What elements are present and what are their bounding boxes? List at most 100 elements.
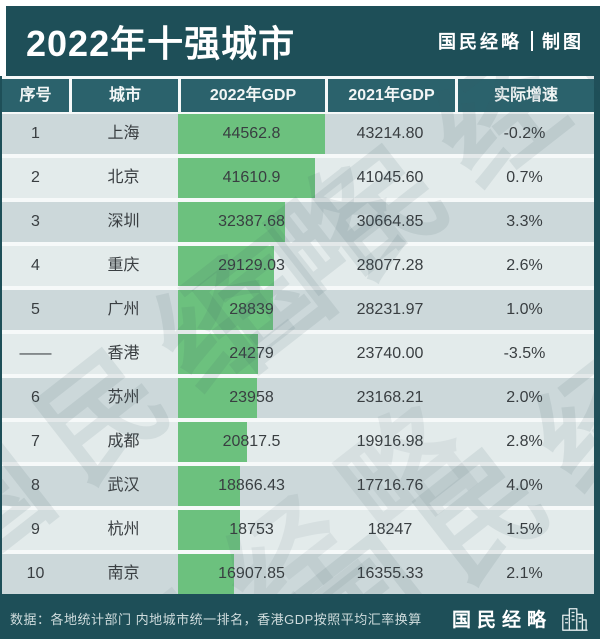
table-row: 6 苏州 23958 23168.21 2.0% [2, 378, 594, 418]
gdp-bar [178, 290, 274, 330]
rank-cell: 4 [31, 257, 40, 274]
rank-cell: 10 [26, 565, 45, 582]
table-row: 2 北京 41610.9 41045.60 0.7% [2, 158, 594, 198]
rank-cell: 5 [31, 301, 40, 318]
gdp-2022-cell: 29129.03 [178, 246, 325, 286]
credit-divider [531, 31, 533, 51]
gdp-2021-cell: 30664.85 [356, 213, 424, 230]
gdp-2022-cell: 16907.85 [178, 554, 325, 594]
gdp-2022-cell: 23958 [178, 378, 325, 418]
city-cell: 武汉 [107, 477, 140, 494]
gdp-2022-value: 18866.43 [218, 477, 285, 494]
footer-brand: 国民经略 [452, 605, 588, 633]
gdp-2022-cell: 41610.9 [178, 158, 325, 198]
footer-bar: 数据：各地统计部门 内地城市统一排名，香港GDP按照平均汇率换算 国民经略 [0, 598, 600, 639]
gdp-2022-cell: 18866.43 [178, 466, 325, 506]
city-cell: 重庆 [107, 257, 140, 274]
table-header-row: 序号 城市 2022年GDP 2021年GDP 实际增速 [2, 79, 594, 112]
rank-cell: 7 [31, 433, 40, 450]
gdp-2021-cell: 28077.28 [356, 257, 424, 274]
city-cell: 香港 [107, 345, 140, 362]
gdp-bar [178, 378, 258, 418]
growth-cell: 2.8% [506, 433, 543, 450]
rank-cell: 3 [31, 213, 40, 230]
gdp-2021-cell: 19916.98 [356, 433, 424, 450]
gdp-bar [178, 510, 240, 550]
gdp-table: 序号 城市 2022年GDP 2021年GDP 实际增速 1 上海 44562.… [0, 76, 600, 598]
city-cell: 成都 [107, 433, 140, 450]
growth-cell: -0.2% [503, 125, 546, 142]
gdp-2022-value: 29129.03 [218, 257, 285, 274]
city-cell: 北京 [107, 169, 140, 186]
table-row: —— 香港 24279 23740.00 -3.5% [2, 334, 594, 374]
rank-cell: 9 [31, 521, 40, 538]
gdp-bar [178, 246, 275, 286]
credit-label: 制图 [542, 32, 584, 53]
credit-brand: 国民经略 [438, 32, 522, 53]
table-row: 1 上海 44562.8 43214.80 -0.2% [2, 114, 594, 154]
city-cell: 苏州 [107, 389, 140, 406]
rank-cell: —— [19, 345, 52, 362]
growth-cell: 1.5% [506, 521, 543, 538]
table-body: 1 上海 44562.8 43214.80 -0.2% 2 北京 41610.9… [2, 114, 594, 594]
footer-brand-name: 国民经略 [451, 609, 552, 631]
gdp-bar [178, 158, 316, 198]
rank-cell: 8 [31, 477, 40, 494]
gdp-bar [178, 554, 234, 594]
header-gdp-2021: 2021年GDP [325, 79, 455, 112]
gdp-2022-cell: 32387.68 [178, 202, 325, 242]
table-row: 9 杭州 18753 18247 1.5% [2, 510, 594, 550]
gdp-2022-value: 24279 [229, 345, 274, 362]
gdp-2021-cell: 18247 [367, 521, 413, 538]
gdp-2022-value: 32387.68 [218, 213, 285, 230]
table-row: 3 深圳 32387.68 30664.85 3.3% [2, 202, 594, 242]
rank-cell: 2 [31, 169, 40, 186]
table-row: 4 重庆 29129.03 28077.28 2.6% [2, 246, 594, 286]
gdp-bar [178, 114, 325, 154]
gdp-2022-cell: 44562.8 [178, 114, 325, 154]
table-row: 5 广州 28839 28231.97 1.0% [2, 290, 594, 330]
gdp-2021-cell: 41045.60 [356, 169, 424, 186]
city-cell: 杭州 [107, 521, 140, 538]
table-row: 7 成都 20817.5 19916.98 2.8% [2, 422, 594, 462]
growth-cell: 0.7% [506, 169, 543, 186]
gdp-2022-value: 18753 [229, 521, 274, 538]
gdp-2022-value: 16907.85 [218, 565, 285, 582]
growth-cell: 2.0% [506, 389, 543, 406]
gdp-bar [178, 422, 247, 462]
table-row: 8 武汉 18866.43 17716.76 4.0% [2, 466, 594, 506]
gdp-2022-value: 20817.5 [222, 433, 281, 450]
gdp-2021-cell: 23168.21 [356, 389, 424, 406]
source-note: 数据：各地统计部门 内地城市统一排名，香港GDP按照平均汇率换算 [10, 609, 422, 628]
gdp-2021-cell: 28231.97 [356, 301, 424, 318]
gdp-2022-cell: 20817.5 [178, 422, 325, 462]
gdp-2021-cell: 17716.76 [356, 477, 424, 494]
city-cell: 深圳 [107, 213, 140, 230]
gdp-bar [178, 202, 285, 242]
gdp-2021-cell: 23740.00 [356, 345, 424, 362]
gdp-2021-cell: 16355.33 [356, 565, 424, 582]
header-rank: 序号 [19, 87, 52, 104]
city-cell: 上海 [107, 125, 140, 142]
city-cell: 南京 [107, 565, 140, 582]
gdp-2022-value: 23958 [229, 389, 274, 406]
growth-cell: -3.5% [503, 345, 546, 362]
gdp-2022-cell: 18753 [178, 510, 325, 550]
source-note-text: 各地统计部门 内地城市统一排名，香港GDP按照平均汇率换算 [50, 612, 422, 627]
rank-cell: 6 [31, 389, 40, 406]
gdp-2022-cell: 24279 [178, 334, 325, 374]
source-note-label: 数据： [10, 612, 51, 627]
growth-cell: 3.3% [506, 213, 543, 230]
title-bar: 2022年十强城市 国民经略 制图 [6, 6, 600, 76]
growth-cell: 1.0% [506, 301, 543, 318]
gdp-bar [178, 466, 241, 506]
gdp-2021-cell: 43214.80 [356, 125, 424, 142]
building-skyline-icon [562, 607, 588, 631]
gdp-2022-value: 28839 [229, 301, 274, 318]
header-credit: 国民经略 制图 [438, 28, 584, 54]
growth-cell: 2.6% [506, 257, 543, 274]
growth-cell: 2.1% [506, 565, 543, 582]
header-growth: 实际增速 [455, 79, 594, 112]
table-row: 10 南京 16907.85 16355.33 2.1% [2, 554, 594, 594]
